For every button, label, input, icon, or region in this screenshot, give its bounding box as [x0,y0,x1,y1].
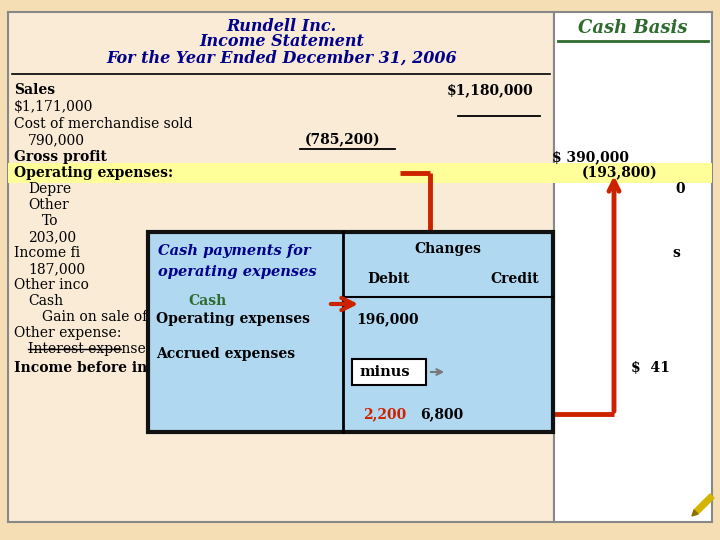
Text: (785,200): (785,200) [305,133,381,147]
Text: 790,000: 790,000 [28,133,85,147]
Text: To: To [42,214,58,228]
Text: Cash payments for
operating expenses: Cash payments for operating expenses [158,244,317,279]
FancyBboxPatch shape [8,163,712,183]
Text: Gain on sale of land: Gain on sale of land [42,310,182,324]
Text: 4,000: 4,000 [428,342,472,356]
Text: Interest expense: Interest expense [28,342,145,356]
Text: Other inco: Other inco [14,278,89,292]
Text: 196,000: 196,000 [356,312,419,326]
Polygon shape [694,494,714,514]
Text: Cash: Cash [188,294,226,308]
Text: $  41: $ 41 [631,361,670,375]
Text: $12,000: $12,000 [365,310,428,324]
Text: Debit: Debit [366,272,409,286]
Text: Operating expenses:: Operating expenses: [14,166,173,180]
Text: Gross profit: Gross profit [14,150,107,164]
Text: Changes: Changes [415,242,482,256]
Text: $1,171,000: $1,171,000 [14,100,94,114]
Text: 0: 0 [675,182,685,196]
Text: (193,800): (193,800) [582,166,658,180]
Text: 6,800: 6,800 [420,407,463,421]
Text: Income before income tax: Income before income tax [14,361,217,375]
Text: Accrued expenses: Accrued expenses [156,347,295,361]
Text: 8,000: 8,000 [365,342,408,356]
Text: Cash: Cash [28,294,63,308]
Text: Operating expenses: Operating expenses [156,312,310,326]
Text: For the Year Ended December 31, 2006: For the Year Ended December 31, 2006 [107,50,457,67]
Text: Income Statement: Income Statement [199,33,364,50]
FancyBboxPatch shape [148,232,553,432]
Text: 2,200: 2,200 [363,407,406,421]
FancyArrowPatch shape [330,298,354,310]
Text: Depre: Depre [28,182,71,196]
FancyBboxPatch shape [8,12,554,522]
Text: Sales: Sales [14,83,55,97]
Text: Other expense:: Other expense: [14,326,122,340]
Text: $ 390,000: $ 390,000 [552,150,629,164]
Text: 203,00: 203,00 [28,230,76,244]
Text: Other: Other [28,198,68,212]
FancyBboxPatch shape [352,359,426,385]
Text: Cost of merchandise sold: Cost of merchandise sold [14,117,193,131]
Text: minus: minus [360,365,410,379]
Text: Rundell Inc.: Rundell Inc. [227,18,337,35]
Polygon shape [692,510,698,516]
Text: s: s [672,246,680,260]
FancyBboxPatch shape [554,12,712,522]
Text: $1,180,000: $1,180,000 [446,83,534,97]
Text: Credit: Credit [491,272,539,286]
Text: Income fi: Income fi [14,246,80,260]
Text: Cash Basis: Cash Basis [578,19,688,37]
Text: 187,000: 187,000 [28,262,85,276]
